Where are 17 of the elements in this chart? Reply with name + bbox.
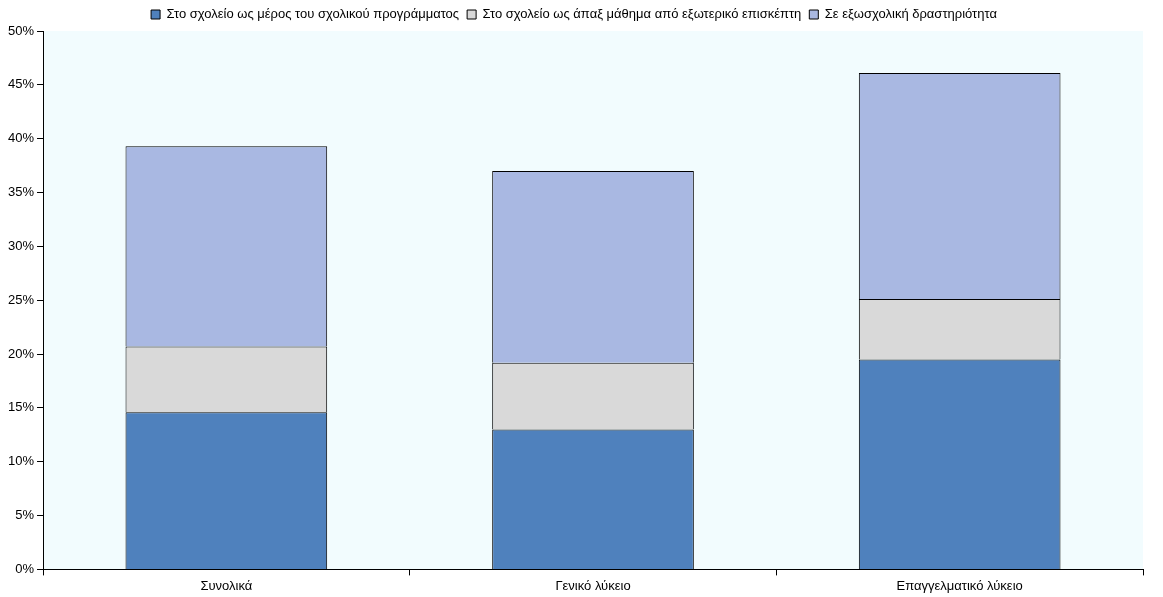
x-tick-label: Επαγγελματικό λύκειο (896, 577, 1023, 593)
x-tick-label: Συνολικά (200, 577, 253, 593)
legend-label: Στο σχολείο ως μέρος του σχολικού προγράμματος (166, 6, 460, 22)
y-tick-label: 5% (15, 507, 35, 523)
x-tick-label: Γενικό λύκειο (555, 577, 631, 593)
y-tick-label: 45% (7, 76, 35, 92)
y-tick-label: 50% (7, 22, 35, 38)
y-tick-label: 40% (7, 130, 35, 146)
y-tick-label: 10% (7, 453, 35, 469)
y-tick-label: 25% (7, 291, 35, 307)
legend-label: Στο σχολείο ως άπαξ μάθημα από εξωτερικό επισκέπτη (482, 6, 802, 22)
y-tick-label: 35% (7, 184, 35, 200)
y-tick-label: 0% (15, 560, 35, 576)
y-tick-label: 20% (7, 345, 35, 361)
y-tick-label: 15% (7, 399, 35, 415)
y-tick-label: 30% (7, 237, 35, 253)
legend-label: Σε εξωσχολική δραστηριότητα (824, 6, 998, 22)
